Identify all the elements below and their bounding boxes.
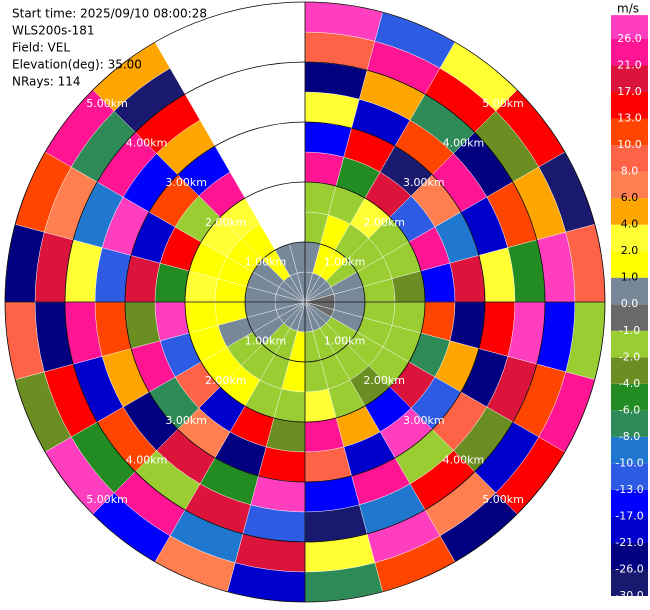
range-label: 4.00km <box>443 453 485 466</box>
range-label: 5.00km <box>86 97 128 110</box>
range-ring <box>4 1 606 603</box>
colorbar-segment <box>611 410 648 437</box>
range-label: 3.00km <box>165 176 207 189</box>
range-label: 5.00km <box>86 493 128 506</box>
range-label: 3.00km <box>403 176 445 189</box>
range-label: 1.00km <box>324 335 366 348</box>
range-label: 3.00km <box>403 414 445 427</box>
info-line: NRays: 114 <box>12 75 81 89</box>
field-cell <box>449 301 486 349</box>
info-line: Elevation(deg): 35.00 <box>12 58 142 72</box>
info-line: Field: VEL <box>12 41 70 55</box>
colorbar-tick-label: -6.0 <box>619 403 640 416</box>
field-cell <box>304 121 352 158</box>
colorbar-segment <box>611 92 648 119</box>
colorbar-tick-label: 13.0 <box>617 112 642 125</box>
range-label: 2.00km <box>205 216 247 229</box>
colorbar-tick-label: 2.0 <box>621 244 639 257</box>
range-label: 1.00km <box>245 335 287 348</box>
colorbar-tick-label: -13.0 <box>615 483 643 496</box>
field-cell <box>449 255 486 303</box>
range-label: 2.00km <box>363 216 405 229</box>
colorbar-segment <box>611 383 648 411</box>
colorbar-tick-label: -30.0 <box>615 589 643 602</box>
colorbar-segment <box>611 118 648 146</box>
colorbar-tick-label: -17.0 <box>615 509 643 522</box>
colorbar-segment <box>611 145 648 172</box>
colorbar-tick-label: 21.0 <box>617 59 642 72</box>
range-ring <box>124 121 486 483</box>
colorbar-tick-label: 0.0 <box>621 297 639 310</box>
field-cell <box>124 301 161 349</box>
colorbar-tick-label: 1.0 <box>621 271 639 284</box>
colorbar-segment <box>611 436 648 464</box>
info-line: WLS200s-181 <box>12 24 95 38</box>
range-label: 1.00km <box>324 255 366 268</box>
range-label: 5.00km <box>482 493 524 506</box>
colorbar-tick-label: -1.0 <box>619 324 640 337</box>
colorbar-tick-label: -4.0 <box>619 377 640 390</box>
colorbar-segment <box>611 171 648 199</box>
range-label: 4.00km <box>126 137 168 150</box>
range-label: 4.00km <box>443 137 485 150</box>
colorbar-tick-label: 4.0 <box>621 218 639 231</box>
colorbar-segment <box>611 330 648 358</box>
field-cell <box>304 446 352 483</box>
colorbar-segment <box>611 463 648 490</box>
field-cell <box>258 446 306 483</box>
colorbar-segment <box>611 15 648 40</box>
colorbar-segment <box>611 304 648 331</box>
colorbar-segment <box>611 251 648 278</box>
colorbar-segment <box>611 516 648 543</box>
colorbar-segment <box>611 65 648 93</box>
colorbar-segment <box>611 224 648 252</box>
info-line: Start time: 2025/09/10 08:00:28 <box>12 7 207 21</box>
range-label: 2.00km <box>205 374 247 387</box>
range-label: 4.00km <box>126 453 168 466</box>
colorbar-tick-label: 6.0 <box>621 191 639 204</box>
colorbar-tick-label: 26.0 <box>617 32 642 45</box>
colorbar-segment <box>611 277 648 305</box>
range-ring <box>184 181 426 423</box>
colorbar-tick-label: -26.0 <box>615 562 643 575</box>
field-cell <box>124 255 161 303</box>
range-label: 2.00km <box>363 374 405 387</box>
range-ring <box>244 241 366 363</box>
range-label: 3.00km <box>165 414 207 427</box>
range-label: 1.00km <box>245 255 287 268</box>
colorbar-segment <box>611 489 648 517</box>
colorbar-tick-label: 8.0 <box>621 165 639 178</box>
field-cells <box>4 1 606 603</box>
colorbar-tick-label: -21.0 <box>615 536 643 549</box>
colorbar-segment <box>611 198 648 225</box>
colorbar-segment <box>611 542 648 570</box>
range-label: 5.00km <box>482 97 524 110</box>
colorbar-tick-label: -2.0 <box>619 350 640 363</box>
colorbar-unit: m/s <box>617 2 639 16</box>
colorbar-segment <box>611 39 648 66</box>
range-ring <box>64 61 546 543</box>
colorbar-tick-label: 10.0 <box>617 138 642 151</box>
colorbar-tick-label: 17.0 <box>617 85 642 98</box>
colorbar-tick-label: -10.0 <box>615 456 643 469</box>
overlay: 1.00km 1.00km 1.00km 1.00km 2.00km 2.00km 2.00… <box>4 1 606 603</box>
colorbar-tick-label: -8.0 <box>619 430 640 443</box>
colorbar-segment <box>611 357 648 384</box>
colorbar-segment <box>611 569 648 596</box>
